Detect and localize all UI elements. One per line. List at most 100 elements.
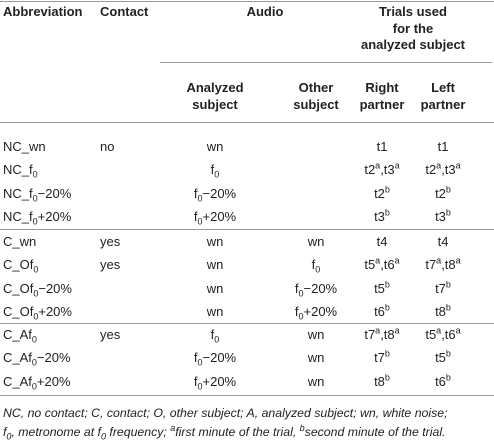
- table-cell: t7b: [374, 349, 390, 366]
- subscript: 0: [197, 381, 203, 392]
- rule-line: [0, 323, 494, 324]
- text-run: t7: [374, 350, 385, 366]
- header-cell: Trials used: [379, 4, 447, 19]
- text-run: −20%: [38, 280, 72, 296]
- text-run: −20%: [36, 350, 71, 366]
- table-cell: t1: [437, 139, 449, 154]
- text-run: C_Of: [3, 280, 34, 296]
- rule-line: [0, 395, 494, 396]
- text-run: t2: [435, 185, 446, 201]
- table-cell: C_Af0−20%: [3, 350, 71, 367]
- table-cell: f0−20%: [193, 185, 237, 204]
- subscript: 0: [32, 193, 38, 204]
- text-run: f: [210, 162, 215, 178]
- text-run: , metronome at f: [11, 425, 101, 439]
- header-cell: Abbreviation: [3, 4, 83, 19]
- table-cell: wn: [206, 303, 224, 319]
- table-cell: t5b: [435, 348, 451, 366]
- text-run: −20%: [202, 350, 237, 366]
- superscript: b: [384, 372, 390, 383]
- subscript: 0: [214, 334, 220, 345]
- subheader-cell: partner: [420, 97, 466, 112]
- text-run: −20%: [202, 185, 237, 201]
- table-cell: NC_f0−20%: [3, 186, 71, 204]
- table-cell: t4: [437, 234, 449, 249]
- table-cell: t8b: [435, 302, 451, 320]
- table-cell: t1: [376, 139, 388, 154]
- table-cell: NC_wn: [3, 139, 46, 154]
- subheader-cell: Analyzed: [186, 80, 244, 95]
- superscript: a: [455, 160, 461, 171]
- text-run: t7: [425, 257, 437, 273]
- superscript: b: [445, 279, 451, 290]
- text-run: t2: [425, 162, 437, 178]
- text-run: t3: [435, 208, 446, 224]
- text-run: f: [193, 208, 198, 224]
- text-run: t3: [374, 208, 385, 224]
- superscript: b: [445, 348, 451, 359]
- table-cell: f0−20%: [194, 350, 237, 368]
- subscript: 0: [197, 357, 203, 368]
- text-run: f: [311, 257, 316, 273]
- text-run: +20%: [303, 303, 338, 319]
- table-cell: t4: [376, 234, 388, 249]
- text-run: t7: [435, 280, 446, 296]
- table-cell: wn: [307, 350, 325, 366]
- subheader-cell: Other: [298, 80, 334, 95]
- subscript: 0: [100, 431, 106, 442]
- superscript: a: [436, 160, 442, 171]
- table-cell: wn: [206, 280, 224, 296]
- text-run: ,t3: [441, 162, 456, 178]
- subscript: 0: [298, 288, 304, 299]
- superscript: a: [394, 325, 400, 336]
- subheader-cell: Left: [431, 80, 455, 95]
- text-run: t5: [374, 280, 385, 296]
- text-run: t2: [364, 162, 376, 178]
- subscript: 0: [197, 193, 203, 204]
- table-cell: C_Of0+20%: [3, 304, 72, 321]
- text-run: C_Af: [3, 350, 32, 366]
- text-run: C_Af: [3, 373, 32, 389]
- rule-line: [0, 229, 494, 230]
- table-cell: f0+20%: [295, 303, 338, 321]
- table-cell: f0+20%: [194, 373, 237, 392]
- text-run: f: [294, 280, 299, 296]
- superscript: a: [375, 255, 381, 266]
- footnote: NC, no contact; C, contact; O, other sub…: [3, 405, 448, 421]
- table-cell: wn: [307, 327, 325, 342]
- superscript: a: [170, 422, 176, 433]
- text-run: +20%: [202, 208, 237, 224]
- table-cell: t6b: [374, 303, 390, 320]
- rule-line: [0, 122, 494, 123]
- text-run: f: [193, 185, 198, 201]
- table-cell: t2b: [374, 185, 390, 202]
- text-run: t7: [364, 327, 376, 342]
- superscript: a: [394, 160, 400, 171]
- table-cell: C_Af0+20%: [3, 373, 71, 391]
- text-run: first minute of the trial,: [175, 425, 300, 439]
- table-cell: t8b: [374, 372, 390, 390]
- table-cell: t5b: [374, 280, 390, 297]
- subheader-cell: subject: [293, 97, 339, 112]
- header-cell: for the: [392, 20, 434, 36]
- text-run: ,t8: [380, 327, 395, 342]
- table-cell: NC_f0: [3, 162, 38, 179]
- table-cell: wn: [307, 234, 325, 249]
- superscript: b: [445, 302, 451, 313]
- text-run: +20%: [202, 373, 237, 389]
- superscript: b: [299, 422, 305, 433]
- subheader-cell: partner: [359, 97, 405, 112]
- text-run: +20%: [36, 373, 71, 389]
- table-cell: f0+20%: [193, 208, 237, 226]
- superscript: a: [436, 325, 442, 336]
- superscript: b: [445, 207, 451, 218]
- subscript: 0: [315, 264, 321, 275]
- table-cell: no: [100, 139, 115, 154]
- table-cell: t7a,t8a: [364, 325, 400, 343]
- subheader-cell: Right: [365, 80, 399, 95]
- rule-line: [0, 1, 494, 2]
- table-cell: t7b: [435, 279, 451, 297]
- subscript: 0: [33, 264, 39, 275]
- superscript: a: [455, 255, 461, 266]
